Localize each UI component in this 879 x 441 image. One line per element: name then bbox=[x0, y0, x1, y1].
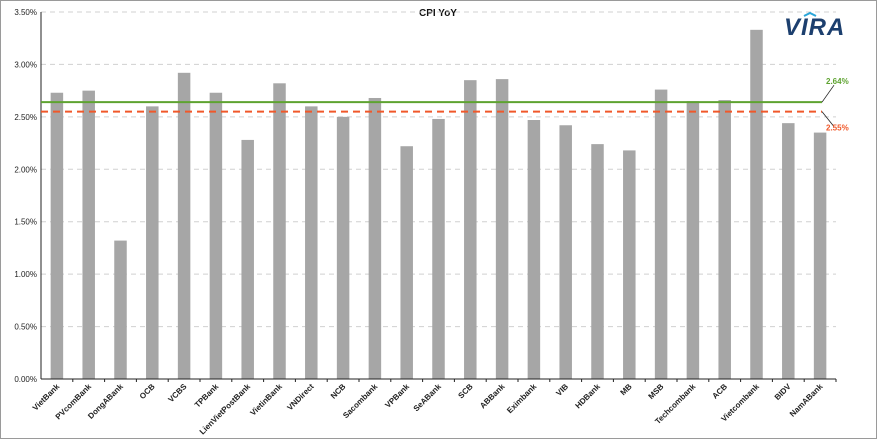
y-tick-label: 0.50% bbox=[14, 323, 37, 332]
x-tick-label: BIDV bbox=[773, 382, 793, 402]
x-tick-label: NCB bbox=[329, 382, 348, 401]
bar-bidv bbox=[782, 123, 795, 379]
bar-tpbank bbox=[209, 92, 223, 380]
bar-ocb bbox=[146, 106, 159, 379]
y-tick-label: 2.50% bbox=[14, 113, 37, 122]
y-tick-label: 3.00% bbox=[14, 60, 37, 69]
vira-logo: VIRA bbox=[784, 11, 845, 41]
reference-label: 2.64% bbox=[826, 77, 849, 86]
bar-sacombank bbox=[368, 97, 382, 380]
reference-lines: 2.64% 2.55% bbox=[41, 77, 849, 133]
x-tick-label: VNDirect bbox=[285, 382, 315, 412]
x-tick-label: SeABank bbox=[412, 382, 444, 414]
chart-title: CPI YoY bbox=[419, 8, 457, 19]
x-tick-label: MSB bbox=[647, 382, 666, 401]
x-tick-label: VietinBank bbox=[248, 382, 284, 418]
reference-label: 2.55% bbox=[826, 124, 849, 133]
y-tick-label: 1.50% bbox=[14, 218, 37, 227]
x-tick-label: ACB bbox=[710, 382, 729, 401]
x-tick-label: VIB bbox=[554, 382, 570, 398]
bar-namabank bbox=[813, 132, 827, 379]
x-tick-label: NamABank bbox=[788, 382, 825, 419]
x-tick-label: SCB bbox=[456, 382, 474, 400]
x-tick-label: VCBS bbox=[166, 382, 189, 405]
bar-lienvietpostbank bbox=[241, 139, 254, 379]
y-tick-label: 0.00% bbox=[14, 375, 37, 384]
bar-msb bbox=[654, 89, 668, 379]
bar-vndirect bbox=[305, 106, 318, 379]
bar-mb bbox=[623, 150, 636, 379]
bar-vib bbox=[559, 125, 572, 379]
bar-eximbank bbox=[527, 120, 541, 379]
bar-techcombank bbox=[686, 101, 700, 379]
x-tick-label: VietBank bbox=[31, 382, 62, 413]
bar-vietcombank bbox=[750, 29, 763, 379]
bar-hdbank bbox=[591, 144, 604, 379]
y-tick-label: 2.00% bbox=[14, 165, 37, 174]
x-tick-label: Sacombank bbox=[341, 382, 380, 421]
x-tick-label: VPBank bbox=[383, 382, 411, 410]
bar-seabank bbox=[432, 118, 445, 379]
x-tick-label: Eximbank bbox=[505, 382, 538, 415]
y-tick-label: 1.00% bbox=[14, 270, 37, 279]
bar-ncb bbox=[336, 116, 350, 379]
x-tick-label: ABBank bbox=[478, 382, 507, 411]
x-tick-label: TPBank bbox=[193, 382, 221, 410]
bar-vpbank bbox=[400, 146, 413, 379]
y-tick-label: 3.50% bbox=[14, 8, 37, 17]
reference-leader bbox=[821, 111, 835, 127]
x-tick-label: HDBank bbox=[574, 382, 603, 411]
bar-dongabank bbox=[114, 240, 127, 379]
bar-scb bbox=[464, 80, 477, 380]
logo-text: VIRA bbox=[784, 14, 845, 41]
bar-vcbs bbox=[177, 72, 191, 380]
y-axis: 0.00% 0.50% 1.00% 1.50% 2.00% 2.50% 3.00% 3.50% bbox=[14, 8, 42, 384]
reference-leader bbox=[821, 84, 835, 103]
bar-vietbank bbox=[50, 92, 64, 380]
logo-accent-icon bbox=[803, 11, 817, 17]
bar-pvcombank bbox=[82, 90, 95, 380]
bar-acb bbox=[718, 100, 731, 379]
bars bbox=[50, 29, 827, 380]
x-tick-label: MB bbox=[619, 382, 634, 397]
bar-abbank bbox=[495, 79, 509, 379]
bar-vietinbank bbox=[273, 83, 286, 379]
x-tick-label: OCB bbox=[138, 382, 157, 401]
